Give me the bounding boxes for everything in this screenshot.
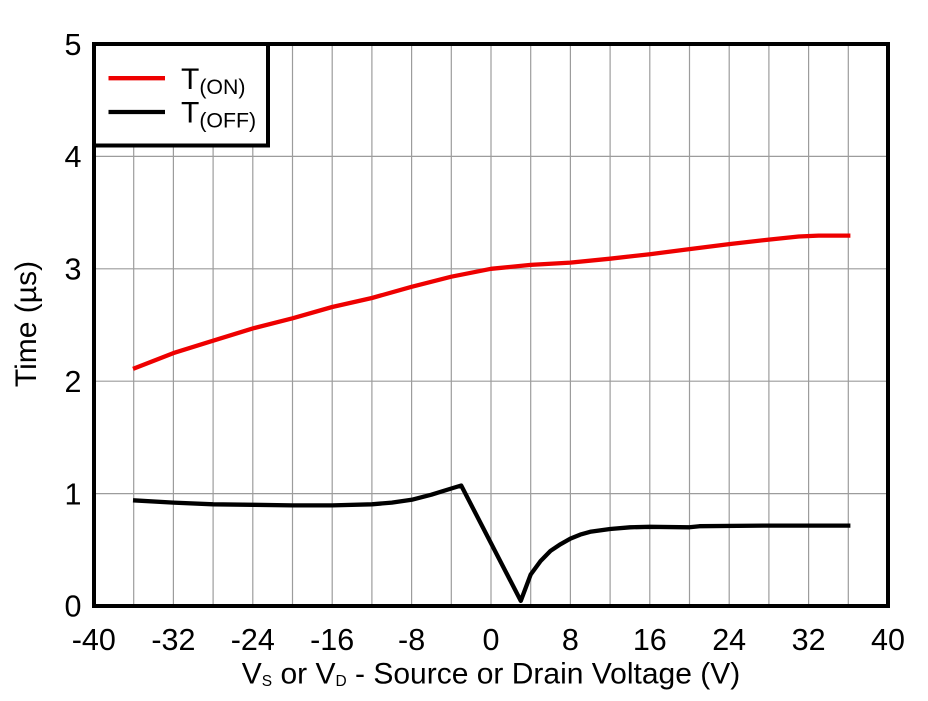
svg-text:-32: -32 [151, 623, 195, 657]
svg-text:24: 24 [712, 623, 746, 657]
svg-text:32: 32 [792, 623, 826, 657]
svg-text:3: 3 [65, 253, 82, 287]
svg-text:5: 5 [65, 28, 82, 62]
svg-text:4: 4 [65, 140, 82, 174]
svg-text:VS or VD - Source or Drain Vol: VS or VD - Source or Drain Voltage (V) [242, 658, 740, 691]
svg-text:2: 2 [65, 365, 82, 399]
svg-text:-40: -40 [72, 623, 116, 657]
svg-text:8: 8 [562, 623, 579, 657]
svg-text:0: 0 [65, 590, 82, 624]
svg-text:-8: -8 [398, 623, 425, 657]
svg-text:Time (µs): Time (µs) [10, 261, 43, 387]
svg-text:-16: -16 [310, 623, 354, 657]
svg-text:-24: -24 [231, 623, 275, 657]
svg-text:40: 40 [871, 623, 905, 657]
svg-text:1: 1 [65, 477, 82, 511]
svg-text:0: 0 [483, 623, 500, 657]
svg-text:16: 16 [633, 623, 667, 657]
